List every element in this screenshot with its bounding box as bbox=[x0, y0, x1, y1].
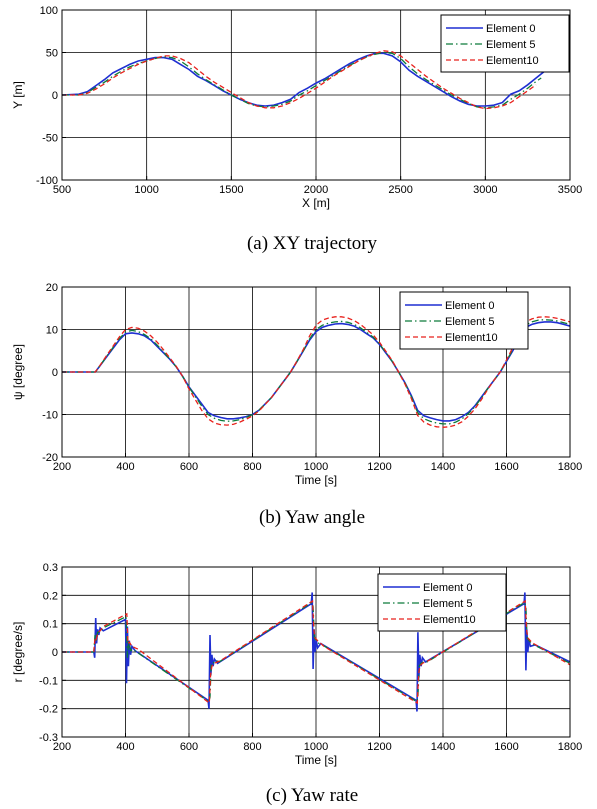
x-tick-label: 1200 bbox=[367, 461, 391, 473]
y-tick-label: 20 bbox=[46, 282, 58, 294]
x-tick-label: 2000 bbox=[304, 184, 328, 196]
x-tick-label: 3000 bbox=[473, 184, 497, 196]
y-tick-label: -20 bbox=[42, 452, 58, 464]
x-tick-label: 1800 bbox=[558, 461, 582, 473]
legend-label-0: Element 0 bbox=[486, 23, 536, 35]
x-tick-label: 1400 bbox=[431, 461, 455, 473]
chart-caption: (a) XY trajectory bbox=[247, 233, 378, 254]
x-tick-label: 200 bbox=[53, 741, 71, 753]
x-tick-label: 400 bbox=[116, 461, 134, 473]
y-tick-label: 100 bbox=[40, 5, 58, 17]
y-tick-label: 10 bbox=[46, 325, 58, 337]
x-tick-label: 500 bbox=[53, 184, 71, 196]
y-tick-label: 0.1 bbox=[43, 619, 58, 631]
x-tick-label: 1000 bbox=[304, 741, 328, 753]
y-tick-label: -100 bbox=[36, 175, 58, 187]
y-axis-label: ψ [degree] bbox=[11, 344, 25, 400]
chart-2: 200 400 600 800 1000 1200 1400 1600 1800 -0.3 -0.2… bbox=[11, 562, 582, 806]
chart-caption: (c) Yaw rate bbox=[266, 785, 358, 806]
legend-label-1: Element 5 bbox=[423, 598, 473, 610]
y-tick-label: -50 bbox=[42, 133, 58, 145]
y-tick-label: 50 bbox=[46, 48, 58, 60]
x-tick-label: 1600 bbox=[494, 461, 518, 473]
x-tick-label: 1000 bbox=[304, 461, 328, 473]
x-tick-label: 2500 bbox=[388, 184, 412, 196]
x-tick-label: 600 bbox=[180, 741, 198, 753]
legend-label-2: Element10 bbox=[486, 55, 539, 67]
x-tick-label: 1800 bbox=[558, 741, 582, 753]
series-line-1 bbox=[62, 319, 570, 425]
y-axis-label: Y [m] bbox=[11, 81, 25, 109]
y-tick-label: 0 bbox=[52, 90, 58, 102]
y-tick-label: -10 bbox=[42, 410, 58, 422]
chart-caption: (b) Yaw angle bbox=[259, 507, 365, 528]
legend: Element 0 Element 5 Element10 bbox=[399, 291, 529, 350]
chart-0: 500 1000 1500 2000 2500 3000 3500 -100 -50 0 50 100… bbox=[11, 5, 582, 254]
y-tick-label: -0.3 bbox=[39, 732, 58, 744]
x-tick-label: 200 bbox=[53, 461, 71, 473]
legend-label-0: Element 0 bbox=[423, 582, 473, 594]
y-tick-label: 0.3 bbox=[43, 562, 58, 574]
x-tick-label: 1600 bbox=[494, 741, 518, 753]
y-axis-label: r [degree/s] bbox=[11, 622, 25, 683]
legend: Element 0 Element 5 Element10 bbox=[440, 14, 570, 73]
series-line-2 bbox=[62, 599, 570, 705]
x-tick-label: 800 bbox=[243, 741, 261, 753]
y-tick-label: 0.2 bbox=[43, 590, 58, 602]
x-tick-label: 1000 bbox=[134, 184, 158, 196]
legend-label-2: Element10 bbox=[423, 614, 476, 626]
y-tick-label: 0 bbox=[52, 367, 58, 379]
legend-label-1: Element 5 bbox=[445, 316, 495, 328]
series-line-1 bbox=[62, 51, 542, 109]
x-tick-label: 800 bbox=[243, 461, 261, 473]
x-axis-label: X [m] bbox=[302, 196, 330, 210]
x-tick-label: 600 bbox=[180, 461, 198, 473]
legend: Element 0 Element 5 Element10 bbox=[377, 573, 507, 632]
y-tick-label: -0.2 bbox=[39, 704, 58, 716]
x-tick-label: 1500 bbox=[219, 184, 243, 196]
x-axis-label: Time [s] bbox=[295, 473, 337, 487]
legend-label-2: Element10 bbox=[445, 332, 498, 344]
y-tick-label: -0.1 bbox=[39, 675, 58, 687]
legend-label-0: Element 0 bbox=[445, 300, 495, 312]
x-tick-label: 400 bbox=[116, 741, 134, 753]
x-tick-label: 1400 bbox=[431, 741, 455, 753]
series-line-2 bbox=[62, 316, 570, 428]
x-tick-label: 3500 bbox=[558, 184, 582, 196]
chart-1: 200 400 600 800 1000 1200 1400 1600 1800 -20 -10 0 1… bbox=[11, 282, 582, 528]
x-axis-label: Time [s] bbox=[295, 753, 337, 767]
x-tick-label: 1200 bbox=[367, 741, 391, 753]
series-line-2 bbox=[62, 50, 537, 110]
legend-label-1: Element 5 bbox=[486, 39, 536, 51]
y-tick-label: 0 bbox=[52, 647, 58, 659]
